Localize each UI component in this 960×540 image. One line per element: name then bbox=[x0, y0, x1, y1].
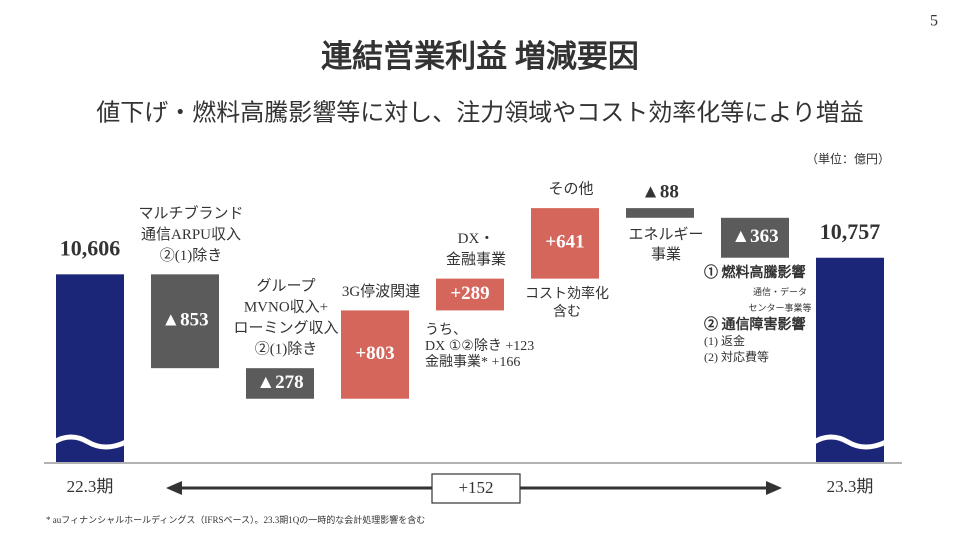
category-label: マルチブランド bbox=[138, 204, 243, 222]
annotation: (1) 返金 bbox=[704, 333, 745, 348]
x-tick-label: 23.3期 bbox=[827, 477, 874, 496]
category-label: グループ bbox=[256, 278, 315, 295]
annotation: 金融事業* +166 bbox=[425, 354, 520, 370]
bar bbox=[341, 310, 409, 399]
bar bbox=[436, 278, 504, 311]
category-label: ローミング収入 bbox=[233, 320, 338, 337]
bar bbox=[721, 217, 789, 258]
value-label: +803 bbox=[355, 343, 394, 364]
category-label: MVNO収入+ bbox=[244, 299, 328, 316]
bar bbox=[56, 274, 124, 462]
annotation: ① 燃料高騰影響 bbox=[704, 264, 806, 281]
annotation: コスト効率化 bbox=[525, 285, 609, 302]
annotation: 含む bbox=[553, 304, 581, 320]
value-label: ▲363 bbox=[731, 226, 778, 247]
axis-break bbox=[812, 434, 888, 450]
value-label: ▲88 bbox=[641, 181, 679, 202]
category-label: 通信ARPU収入 bbox=[141, 226, 241, 243]
page-number: 5 bbox=[930, 13, 938, 30]
x-tick-label: 22.3期 bbox=[67, 477, 114, 496]
axis-break bbox=[52, 434, 128, 450]
annotation: DX ①②除き +123 bbox=[425, 338, 534, 354]
value-label: 10,757 bbox=[820, 219, 881, 244]
unit-label: （単位：億円） bbox=[806, 151, 890, 166]
change-label: +152 bbox=[458, 478, 493, 497]
bar bbox=[151, 274, 219, 369]
annotation: (2) 対応費等 bbox=[704, 349, 769, 364]
footnote: * auフィナンシャルホールディングス（IFRSベース）。23.3期1Qの一時的… bbox=[46, 514, 425, 525]
category-label: DX・ bbox=[458, 231, 495, 247]
bar bbox=[816, 257, 884, 462]
value-label: +641 bbox=[545, 232, 584, 253]
value-label: +289 bbox=[450, 283, 489, 304]
value-label: ▲278 bbox=[256, 372, 303, 393]
bar bbox=[246, 368, 314, 399]
arrow-head bbox=[766, 481, 782, 495]
chart-subtitle: 値下げ・燃料高騰影響等に対し、注力領域やコスト効率化等により増益 bbox=[96, 100, 864, 127]
value-label: 10,606 bbox=[60, 235, 121, 260]
annotation: 通信・データ bbox=[753, 286, 807, 297]
annotation: ② 通信障害影響 bbox=[704, 316, 806, 333]
bar bbox=[626, 208, 694, 218]
category-label: エネルギー bbox=[628, 226, 703, 243]
annotation: センター事業等 bbox=[748, 302, 811, 313]
category-label: その他 bbox=[548, 181, 593, 198]
category-label: 3G停波関連 bbox=[342, 283, 420, 300]
annotation: うち、 bbox=[425, 322, 467, 338]
category-label: 金融事業 bbox=[446, 251, 506, 268]
arrow-head bbox=[166, 481, 182, 495]
chart-title: 連結営業利益 増減要因 bbox=[321, 39, 639, 74]
category-label: ②(1)除き bbox=[160, 247, 223, 264]
category-label: ②(1)除き bbox=[255, 341, 318, 358]
value-label: ▲853 bbox=[161, 310, 208, 331]
change-box bbox=[431, 473, 521, 504]
category-label: 事業 bbox=[651, 246, 681, 263]
bar bbox=[531, 208, 599, 279]
